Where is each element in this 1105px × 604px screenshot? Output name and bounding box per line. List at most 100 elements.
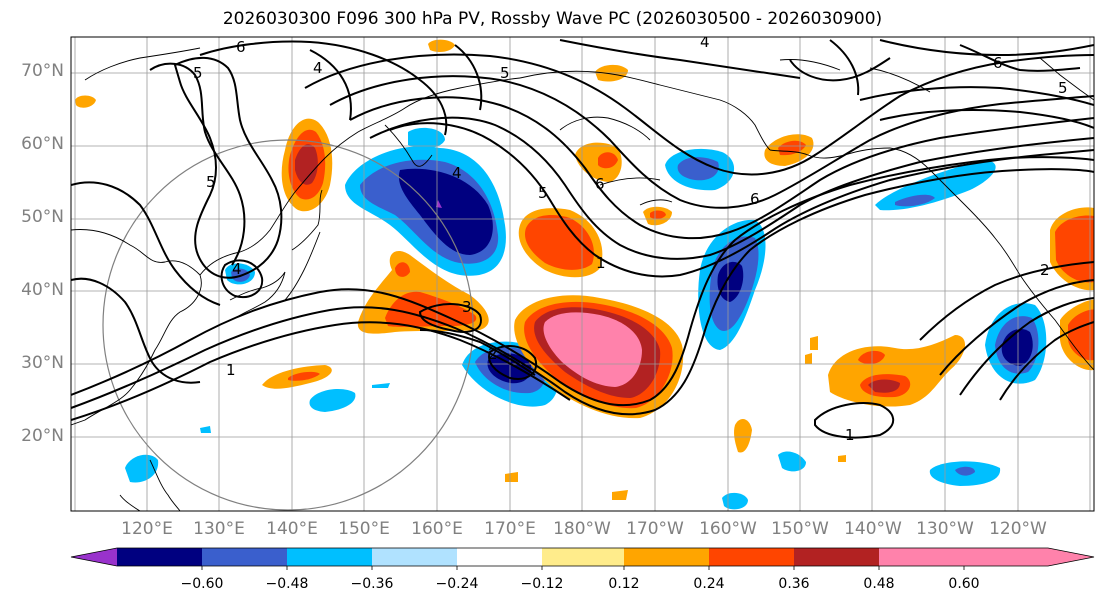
contour-label: 6 (993, 54, 1003, 72)
negative-anomaly (200, 426, 211, 433)
negative-anomaly (895, 194, 935, 207)
negative-anomaly (436, 200, 442, 208)
positive-anomaly (428, 39, 455, 53)
positive-anomaly (524, 215, 594, 270)
map-frame (70, 36, 1095, 512)
positive-anomaly (598, 152, 618, 169)
colorbar-segment (624, 548, 709, 566)
lon-label: 170°E (484, 519, 536, 539)
colorbar-tick-label: 0.48 (863, 576, 895, 592)
colorbar-tick-label: −0.60 (180, 576, 224, 592)
colorbar-tick-label: −0.48 (265, 576, 309, 592)
lat-label: 30°N (21, 353, 64, 373)
contour-label: 1 (845, 426, 855, 444)
contour-label: 5 (538, 184, 548, 202)
lon-label: 180°W (553, 519, 611, 539)
contour-label: 4 (232, 260, 242, 278)
positive-anomaly (858, 350, 885, 365)
negative-anomaly (408, 127, 445, 149)
colorbar-tick-label: 0.24 (693, 576, 725, 592)
colorbar-tick-label: −0.24 (435, 576, 479, 592)
colorbar-segment (117, 548, 202, 566)
colorbar-segment (372, 548, 457, 566)
lat-label: 20°N (21, 426, 64, 446)
contour-label: 5 (193, 64, 203, 82)
lon-label: 120°W (989, 519, 1047, 539)
colorbar-outline (70, 547, 1095, 567)
pv-contours (71, 39, 1094, 439)
contour-label: 5 (1058, 79, 1068, 97)
colorbar-extend-max (964, 548, 1094, 566)
contour-label: 5 (206, 173, 216, 191)
positive-anomaly (543, 312, 642, 387)
colorbar-segment (202, 548, 287, 566)
contour-label: 6 (236, 38, 246, 56)
negative-anomaly (372, 383, 390, 388)
lon-label: 140°W (844, 519, 902, 539)
positive-anomaly (295, 144, 318, 185)
colorbar-extend-min (71, 548, 117, 566)
map-plot-area: 6 5 4 5 4 3 2 1 4 5 6 1 6 4 5 6 5 2 1 (71, 33, 1094, 511)
rossby-radius-circle (102, 139, 474, 511)
positive-anomaly (650, 210, 666, 220)
negative-anomaly (778, 451, 806, 472)
lon-label: 120°E (121, 519, 173, 539)
positive-anomaly (75, 95, 96, 108)
lon-label: 160°W (699, 519, 757, 539)
positive-anomaly (505, 472, 518, 482)
negative-anomaly (677, 157, 719, 181)
contour-label: 2 (488, 345, 498, 363)
positive-anomaly (734, 418, 752, 453)
colorbar-tick-label: 0.36 (778, 576, 810, 592)
lon-label: 170°W (626, 519, 684, 539)
colorbar-segment (457, 548, 542, 566)
positive-anomaly (838, 455, 846, 462)
positive-anomaly (1068, 309, 1094, 361)
negative-anomaly (125, 454, 159, 483)
colorbar-tick-label: 0.60 (948, 576, 980, 592)
contour-label: 6 (595, 175, 605, 193)
colorbar-tick-label: 0.12 (608, 576, 640, 592)
lon-label: 130°W (916, 519, 974, 539)
lat-label: 70°N (21, 61, 64, 81)
positive-anomaly (612, 490, 628, 500)
contour-label: 6 (750, 190, 760, 208)
positive-anomaly (288, 371, 320, 381)
colorbar-tick-label: −0.36 (350, 576, 394, 592)
map-title: 2026030300 F096 300 hPa PV, Rossby Wave … (222, 9, 883, 29)
colorbar-segment (287, 548, 372, 566)
negative-anomaly (398, 168, 493, 255)
lon-label: 130°E (193, 519, 245, 539)
lon-label: 150°W (771, 519, 829, 539)
contour-label: 4 (700, 33, 710, 51)
contour-label: 1 (596, 254, 606, 272)
contour-label: 4 (313, 59, 323, 77)
lat-label: 60°N (21, 134, 64, 154)
lon-label: 150°E (338, 519, 390, 539)
positive-anomaly (805, 353, 812, 364)
colorbar-segment (794, 548, 879, 566)
lon-label: 140°E (266, 519, 318, 539)
colorbar (70, 547, 1095, 570)
negative-anomaly (717, 261, 744, 302)
contour-label: 5 (500, 64, 510, 82)
contour-label: 4 (452, 164, 462, 182)
colorbar-segment (879, 548, 964, 566)
positive-anomaly (868, 379, 900, 393)
negative-anomaly (875, 160, 996, 211)
lat-label: 50°N (21, 207, 64, 227)
contour-labels: 6 5 4 5 4 3 2 1 4 5 6 1 6 4 5 6 5 2 1 (193, 33, 1068, 444)
positive-anomaly (810, 336, 818, 350)
positive-anomaly (395, 262, 410, 277)
colorbar-ticks (201, 566, 965, 570)
colorbar-segment (542, 548, 624, 566)
negative-anomaly (955, 466, 975, 476)
colorbar-segment (709, 548, 794, 566)
negative-anomaly (722, 492, 748, 510)
negative-anomaly (309, 388, 356, 412)
contour-label: 2 (1040, 261, 1050, 279)
contour-label: 3 (462, 298, 472, 316)
contour-label: 1 (226, 361, 236, 379)
colorbar-tick-label: −0.12 (520, 576, 564, 592)
